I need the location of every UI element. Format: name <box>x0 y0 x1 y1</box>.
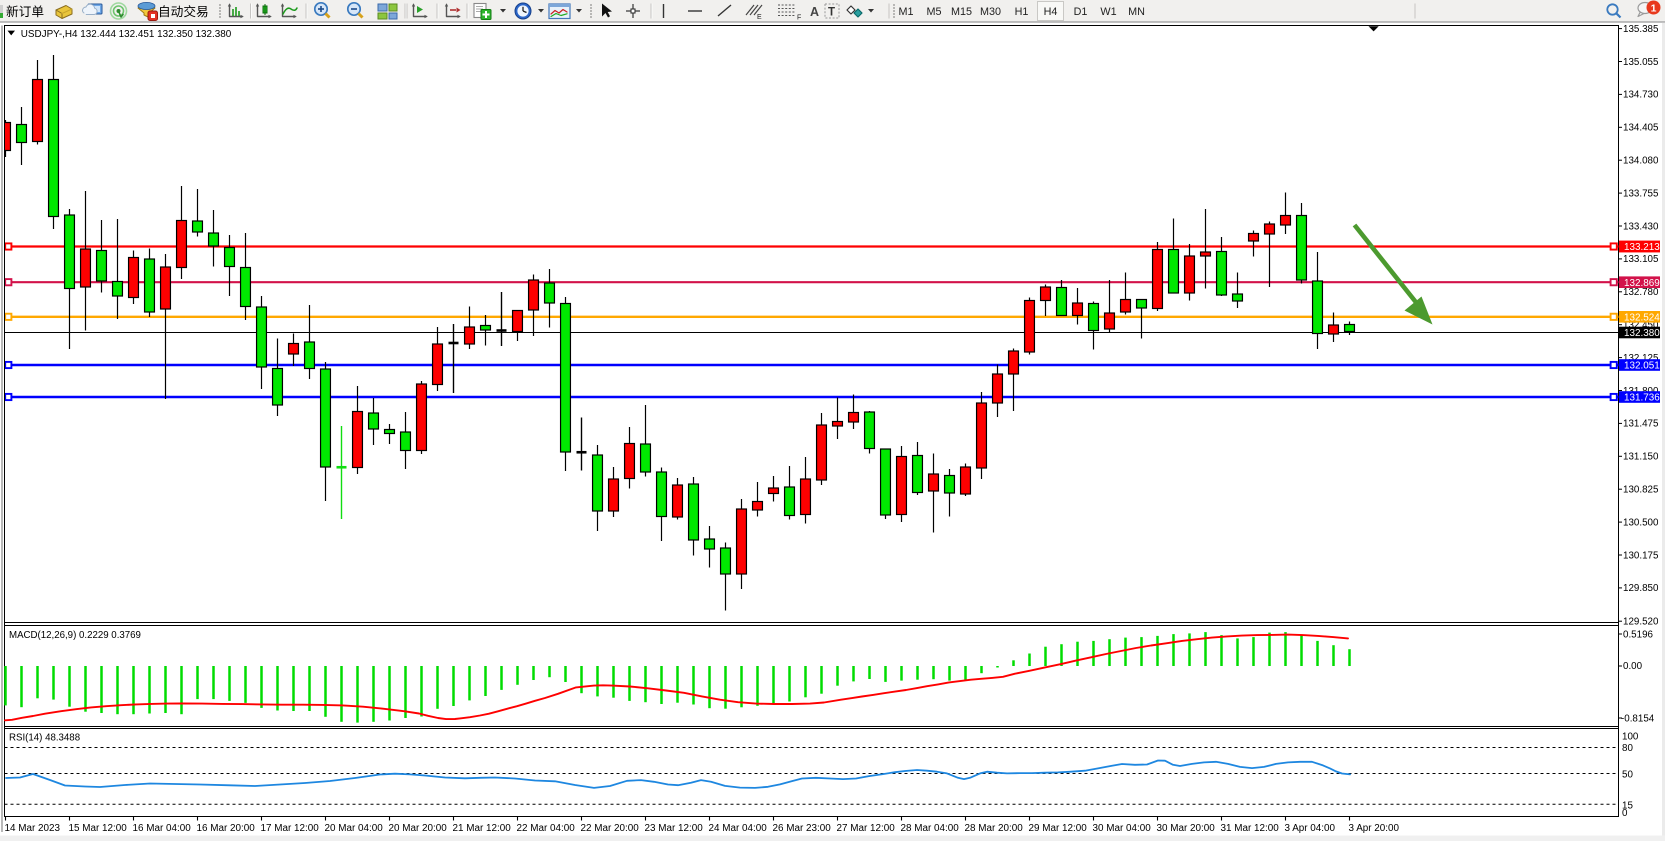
svg-text:130.175: 130.175 <box>1623 550 1659 561</box>
svg-text:30 Mar 20:00: 30 Mar 20:00 <box>1157 823 1216 834</box>
svg-text:132.051: 132.051 <box>1624 361 1660 372</box>
svg-text:130.500: 130.500 <box>1623 517 1659 528</box>
svg-text:16 Mar 04:00: 16 Mar 04:00 <box>133 823 192 834</box>
svg-text:31 Mar 12:00: 31 Mar 12:00 <box>1221 823 1280 834</box>
svg-text:F: F <box>797 15 801 22</box>
svg-text:23 Mar 12:00: 23 Mar 12:00 <box>645 823 704 834</box>
svg-text:132.524: 132.524 <box>1624 312 1660 323</box>
svg-text:20 Mar 20:00: 20 Mar 20:00 <box>389 823 448 834</box>
svg-text:MN: MN <box>1128 6 1145 18</box>
svg-text:100: 100 <box>1622 732 1639 743</box>
svg-text:0.00: 0.00 <box>1623 661 1643 672</box>
svg-text:131.736: 131.736 <box>1624 393 1660 404</box>
svg-text:新订单: 新订单 <box>6 4 44 19</box>
svg-text:134.405: 134.405 <box>1623 123 1659 134</box>
svg-text:20 Mar 04:00: 20 Mar 04:00 <box>325 823 384 834</box>
svg-text:24 Mar 04:00: 24 Mar 04:00 <box>709 823 768 834</box>
svg-text:132.780: 132.780 <box>1623 287 1659 298</box>
svg-text:RSI(14) 48.3488: RSI(14) 48.3488 <box>9 732 80 743</box>
svg-text:50: 50 <box>1622 770 1633 781</box>
svg-text:E: E <box>757 14 762 21</box>
svg-text:130.825: 130.825 <box>1623 485 1659 496</box>
svg-text:134.080: 134.080 <box>1623 156 1659 167</box>
svg-text:3 Apr 20:00: 3 Apr 20:00 <box>1349 823 1400 834</box>
svg-text:27 Mar 12:00: 27 Mar 12:00 <box>837 823 896 834</box>
svg-text:132.450: 132.450 <box>1623 320 1659 331</box>
svg-text:H1: H1 <box>1015 6 1029 18</box>
svg-text:W1: W1 <box>1100 6 1116 18</box>
svg-text:28 Mar 20:00: 28 Mar 20:00 <box>965 823 1024 834</box>
svg-text:30 Mar 04:00: 30 Mar 04:00 <box>1093 823 1152 834</box>
svg-text:-0.8154: -0.8154 <box>1621 713 1655 724</box>
svg-text:132.380: 132.380 <box>1624 328 1660 339</box>
svg-text:131.475: 131.475 <box>1623 419 1659 430</box>
svg-text:USDJPY-,H4 132.444 132.451 13: USDJPY-,H4 132.444 132.451 132.350 132.3… <box>21 29 232 40</box>
svg-text:H4: H4 <box>1044 6 1058 18</box>
svg-text:133.213: 133.213 <box>1624 242 1660 253</box>
svg-text:M5: M5 <box>927 6 942 18</box>
svg-text:16 Mar 20:00: 16 Mar 20:00 <box>197 823 256 834</box>
svg-text:MACD(12,26,9) 0.2229 0.3769: MACD(12,26,9) 0.2229 0.3769 <box>9 630 141 641</box>
svg-text:0: 0 <box>1622 808 1628 819</box>
svg-text:17 Mar 12:00: 17 Mar 12:00 <box>261 823 320 834</box>
svg-text:1: 1 <box>1651 3 1657 15</box>
svg-text:22 Mar 04:00: 22 Mar 04:00 <box>517 823 576 834</box>
svg-text:0.5196: 0.5196 <box>1623 629 1654 640</box>
svg-text:80: 80 <box>1622 743 1633 754</box>
svg-text:D1: D1 <box>1074 6 1088 18</box>
svg-text:M30: M30 <box>980 6 1001 18</box>
svg-text:29 Mar 12:00: 29 Mar 12:00 <box>1029 823 1088 834</box>
svg-text:14 Mar 2023: 14 Mar 2023 <box>5 823 61 834</box>
svg-text:129.520: 129.520 <box>1623 617 1659 628</box>
svg-text:自动交易: 自动交易 <box>158 4 209 19</box>
svg-text:3 Apr 04:00: 3 Apr 04:00 <box>1285 823 1336 834</box>
svg-text:A: A <box>810 5 819 19</box>
svg-text:131.150: 131.150 <box>1623 452 1659 463</box>
svg-text:132.125: 132.125 <box>1623 353 1659 364</box>
svg-text:133.430: 133.430 <box>1623 221 1659 232</box>
svg-text:M15: M15 <box>951 6 972 18</box>
svg-text:132.869: 132.869 <box>1624 278 1660 289</box>
svg-text:15: 15 <box>1622 801 1633 812</box>
svg-text:133.755: 133.755 <box>1623 188 1659 199</box>
svg-text:28 Mar 04:00: 28 Mar 04:00 <box>901 823 960 834</box>
svg-text:135.385: 135.385 <box>1623 24 1659 35</box>
svg-text:T: T <box>828 7 835 19</box>
svg-text:133.105: 133.105 <box>1623 254 1659 265</box>
svg-text:135.055: 135.055 <box>1623 57 1659 68</box>
svg-text:15 Mar 12:00: 15 Mar 12:00 <box>69 823 128 834</box>
svg-text:134.730: 134.730 <box>1623 90 1659 101</box>
svg-text:129.850: 129.850 <box>1623 583 1659 594</box>
svg-text:M1: M1 <box>899 6 914 18</box>
svg-text:21 Mar 12:00: 21 Mar 12:00 <box>453 823 512 834</box>
svg-text:26 Mar 23:00: 26 Mar 23:00 <box>773 823 832 834</box>
svg-text:22 Mar 20:00: 22 Mar 20:00 <box>581 823 640 834</box>
